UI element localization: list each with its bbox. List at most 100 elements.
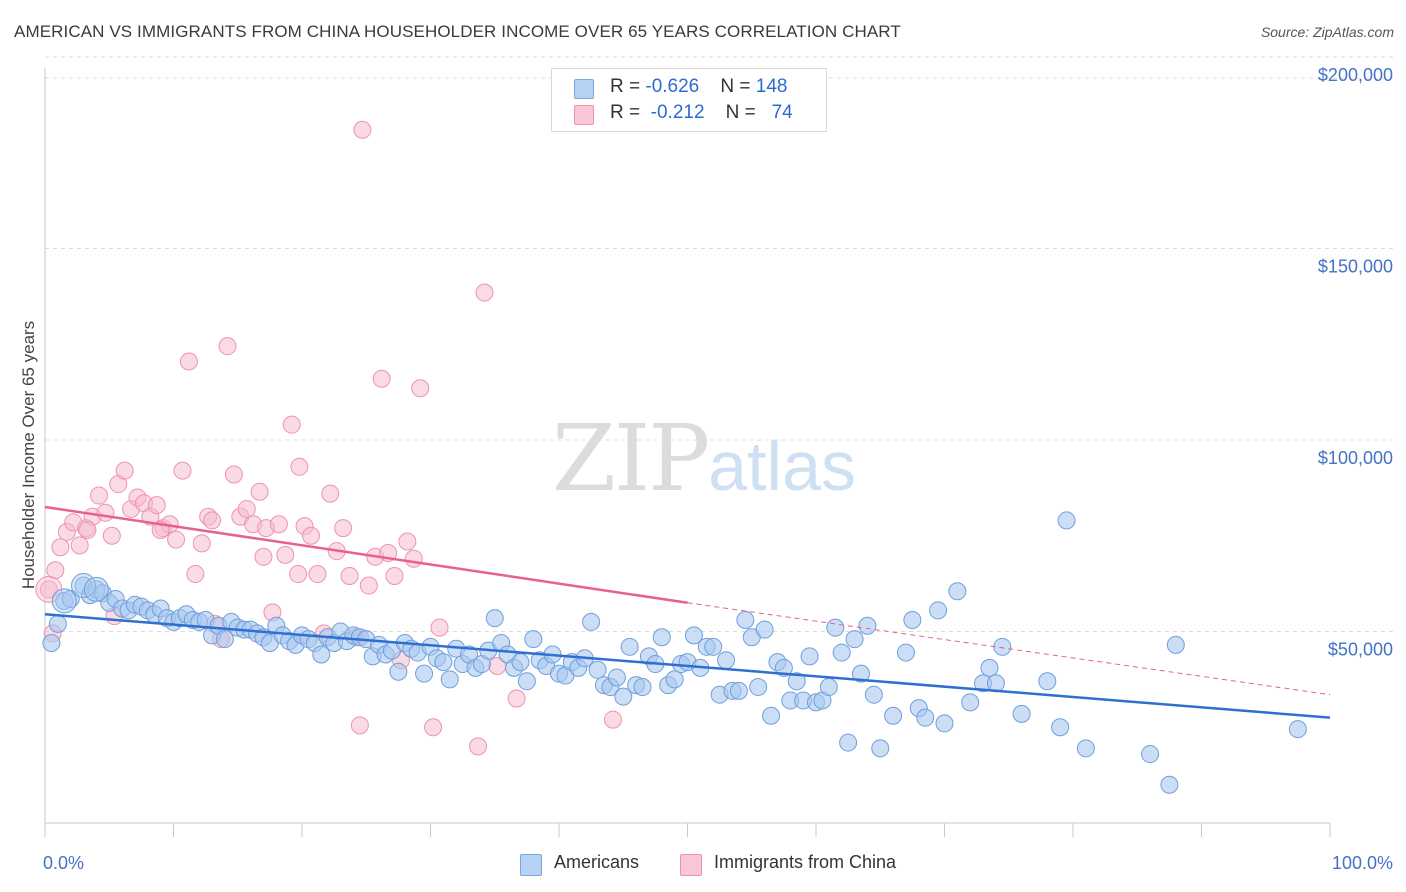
china-point bbox=[321, 484, 340, 503]
china-point bbox=[115, 461, 134, 480]
china-point bbox=[173, 461, 192, 480]
american-point bbox=[717, 651, 736, 670]
american-point bbox=[729, 681, 748, 700]
american-point bbox=[993, 637, 1012, 656]
american-point bbox=[620, 637, 639, 656]
china-trend-extension bbox=[687, 602, 1331, 696]
axes bbox=[44, 68, 1331, 837]
american-point bbox=[215, 630, 234, 649]
american-point bbox=[1141, 745, 1160, 764]
china-point bbox=[89, 486, 108, 505]
china-points bbox=[35, 120, 622, 756]
china-point bbox=[78, 521, 97, 540]
americans-legend-label: Americans bbox=[554, 852, 640, 872]
american-point bbox=[839, 733, 858, 752]
china-point bbox=[308, 565, 327, 584]
american-point bbox=[864, 685, 883, 704]
china-point bbox=[385, 566, 404, 585]
americans-legend-swatch bbox=[520, 854, 542, 876]
american-point bbox=[42, 633, 61, 652]
american-point bbox=[1288, 720, 1307, 739]
y-tick-label: $150,000 bbox=[1318, 257, 1393, 277]
american-point bbox=[884, 706, 903, 725]
american-point bbox=[704, 637, 723, 656]
china-point bbox=[46, 561, 65, 580]
american-point bbox=[415, 664, 434, 683]
american-point bbox=[1012, 704, 1031, 723]
american-point bbox=[800, 647, 819, 666]
china-trend-line bbox=[44, 505, 688, 605]
china-legend-swatch bbox=[680, 854, 702, 876]
american-point bbox=[819, 678, 838, 697]
china-point bbox=[147, 496, 166, 515]
china-point bbox=[269, 515, 288, 534]
china-point bbox=[276, 545, 295, 564]
chart-title: AMERICAN VS IMMIGRANTS FROM CHINA HOUSEH… bbox=[14, 22, 901, 41]
tick-labels: $50,000 $100,000 $150,000 $200,000 0.0% 100.0… bbox=[43, 65, 1393, 873]
american-point bbox=[755, 620, 774, 639]
n-label: N = bbox=[720, 76, 756, 97]
china-point bbox=[51, 538, 70, 557]
american-point bbox=[787, 672, 806, 691]
american-point bbox=[961, 693, 980, 712]
american-point bbox=[929, 601, 948, 620]
american-point bbox=[83, 576, 109, 602]
china-point bbox=[224, 465, 243, 484]
china-point bbox=[282, 415, 301, 434]
american-point bbox=[858, 616, 877, 635]
american-point bbox=[851, 664, 870, 683]
american-point bbox=[614, 687, 633, 706]
american-point bbox=[312, 645, 331, 664]
american-points bbox=[42, 511, 1307, 794]
american-point bbox=[652, 628, 671, 647]
source-label: Source: ZipAtlas.com bbox=[1260, 24, 1394, 40]
x-tick-label: 0.0% bbox=[43, 853, 84, 873]
china-point bbox=[372, 369, 391, 388]
china-point bbox=[404, 549, 423, 568]
china-point bbox=[96, 503, 115, 522]
watermark-zip: ZIP bbox=[552, 405, 710, 512]
american-point bbox=[980, 658, 999, 677]
american-point bbox=[1166, 635, 1185, 654]
americans-trend-line bbox=[44, 613, 1331, 719]
gridlines bbox=[45, 56, 1395, 632]
china-point bbox=[39, 580, 58, 599]
china-point bbox=[603, 710, 622, 729]
trend-lines bbox=[44, 505, 1331, 719]
china-point bbox=[290, 457, 309, 476]
american-point bbox=[845, 630, 864, 649]
legend-americans-stats: R = -0.626 N = 148 bbox=[610, 76, 787, 98]
china-point bbox=[475, 283, 494, 302]
china-point bbox=[411, 379, 430, 398]
american-point bbox=[684, 626, 703, 645]
legend-row-americans: R = -0.626 N = 148 bbox=[574, 76, 787, 100]
american-point bbox=[903, 611, 922, 630]
y-tick-label: $200,000 bbox=[1318, 65, 1393, 85]
china-swatch bbox=[574, 105, 594, 125]
american-point bbox=[1076, 739, 1095, 758]
y-tick-label: $100,000 bbox=[1318, 448, 1393, 468]
american-point bbox=[1051, 718, 1070, 737]
china-point bbox=[469, 737, 488, 756]
china-point bbox=[167, 530, 186, 549]
american-point bbox=[434, 653, 453, 672]
x-tick-label: 100.0% bbox=[1332, 853, 1393, 873]
china-point bbox=[250, 482, 269, 501]
american-point bbox=[582, 612, 601, 631]
american-point bbox=[1038, 672, 1057, 691]
china-point bbox=[301, 526, 320, 545]
american-point bbox=[524, 630, 543, 649]
china-point bbox=[237, 499, 256, 518]
american-point bbox=[633, 678, 652, 697]
american-point bbox=[485, 609, 504, 628]
american-point bbox=[389, 662, 408, 681]
china-point bbox=[179, 352, 198, 371]
y-axis-label: Householder Income Over 65 years bbox=[19, 321, 38, 589]
american-point bbox=[749, 678, 768, 697]
r-value: -0.626 bbox=[645, 76, 700, 97]
american-point bbox=[736, 611, 755, 630]
china-point bbox=[70, 536, 89, 555]
china-point bbox=[289, 565, 308, 584]
american-point bbox=[935, 714, 954, 733]
